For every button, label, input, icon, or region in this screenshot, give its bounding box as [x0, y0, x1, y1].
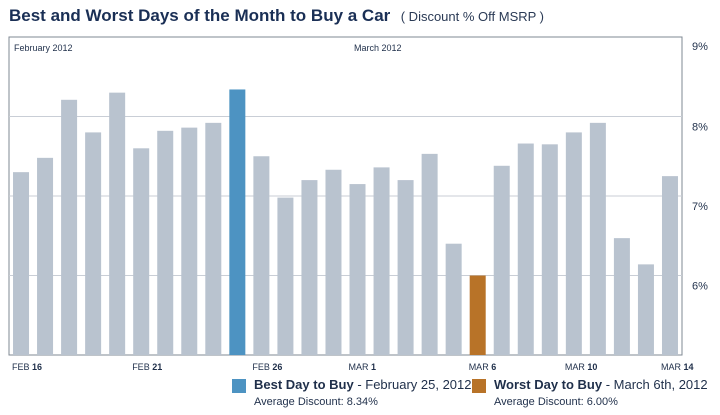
y-tick-label: 6% [692, 281, 708, 293]
x-tick-label: MAR 14 [661, 362, 694, 372]
bar [205, 122, 222, 355]
bar [325, 169, 342, 355]
x-tick-label: FEB 26 [252, 362, 282, 372]
bar [13, 172, 30, 355]
month-label-february: February 2012 [14, 43, 73, 53]
bar [181, 127, 198, 355]
bar [85, 132, 102, 355]
legend-worst-date: - March 6th, 2012 [602, 377, 708, 392]
legend-worst-label-row: Worst Day to Buy - March 6th, 2012 [494, 377, 708, 392]
bar-best-day [229, 89, 246, 355]
y-tick-label: 7% [692, 201, 708, 213]
y-tick-label: 9% [692, 41, 708, 53]
bar [421, 153, 438, 355]
bar-worst-day [469, 275, 486, 355]
bar [589, 122, 606, 355]
bar [37, 157, 54, 355]
x-tick-label: MAR 10 [565, 362, 598, 372]
bar [301, 180, 318, 355]
legend-worst-swatch [472, 379, 486, 393]
month-label-march: March 2012 [354, 43, 402, 53]
legend-best-label-row: Best Day to Buy - February 25, 2012 [254, 377, 472, 392]
bar [445, 243, 462, 355]
bar [133, 148, 150, 355]
legend-best-swatch [232, 379, 246, 393]
chart-title: Best and Worst Days of the Month to Buy … [9, 6, 391, 25]
bar [565, 132, 582, 355]
legend-best-label: Best Day to Buy [254, 377, 354, 392]
legend-worst-average: Average Discount: 6.00% [494, 396, 618, 408]
bar [613, 238, 630, 355]
bar [517, 143, 534, 355]
bar [541, 144, 558, 355]
bar [397, 180, 414, 355]
y-tick-label: 8% [692, 122, 708, 134]
legend-best-average: Average Discount: 8.34% [254, 396, 378, 408]
bar [109, 92, 126, 356]
x-tick-label: FEB 16 [12, 362, 42, 372]
bar [349, 184, 366, 355]
bar [157, 130, 174, 355]
bar [373, 167, 390, 355]
x-tick-label: MAR 6 [469, 362, 497, 372]
bar [637, 264, 654, 355]
bar [253, 156, 270, 355]
chart-subtitle: ( Discount % Off MSRP ) [400, 9, 545, 24]
legend-worst-label: Worst Day to Buy [494, 377, 603, 392]
legend-best-date: - February 25, 2012 [353, 377, 472, 392]
bar [493, 165, 510, 355]
chart-title-row: Best and Worst Days of the Month to Buy … [9, 6, 544, 26]
bar [277, 197, 294, 355]
bar [661, 176, 678, 355]
bar [61, 99, 78, 356]
x-tick-label: MAR 1 [349, 362, 377, 372]
x-tick-label: FEB 21 [132, 362, 162, 372]
